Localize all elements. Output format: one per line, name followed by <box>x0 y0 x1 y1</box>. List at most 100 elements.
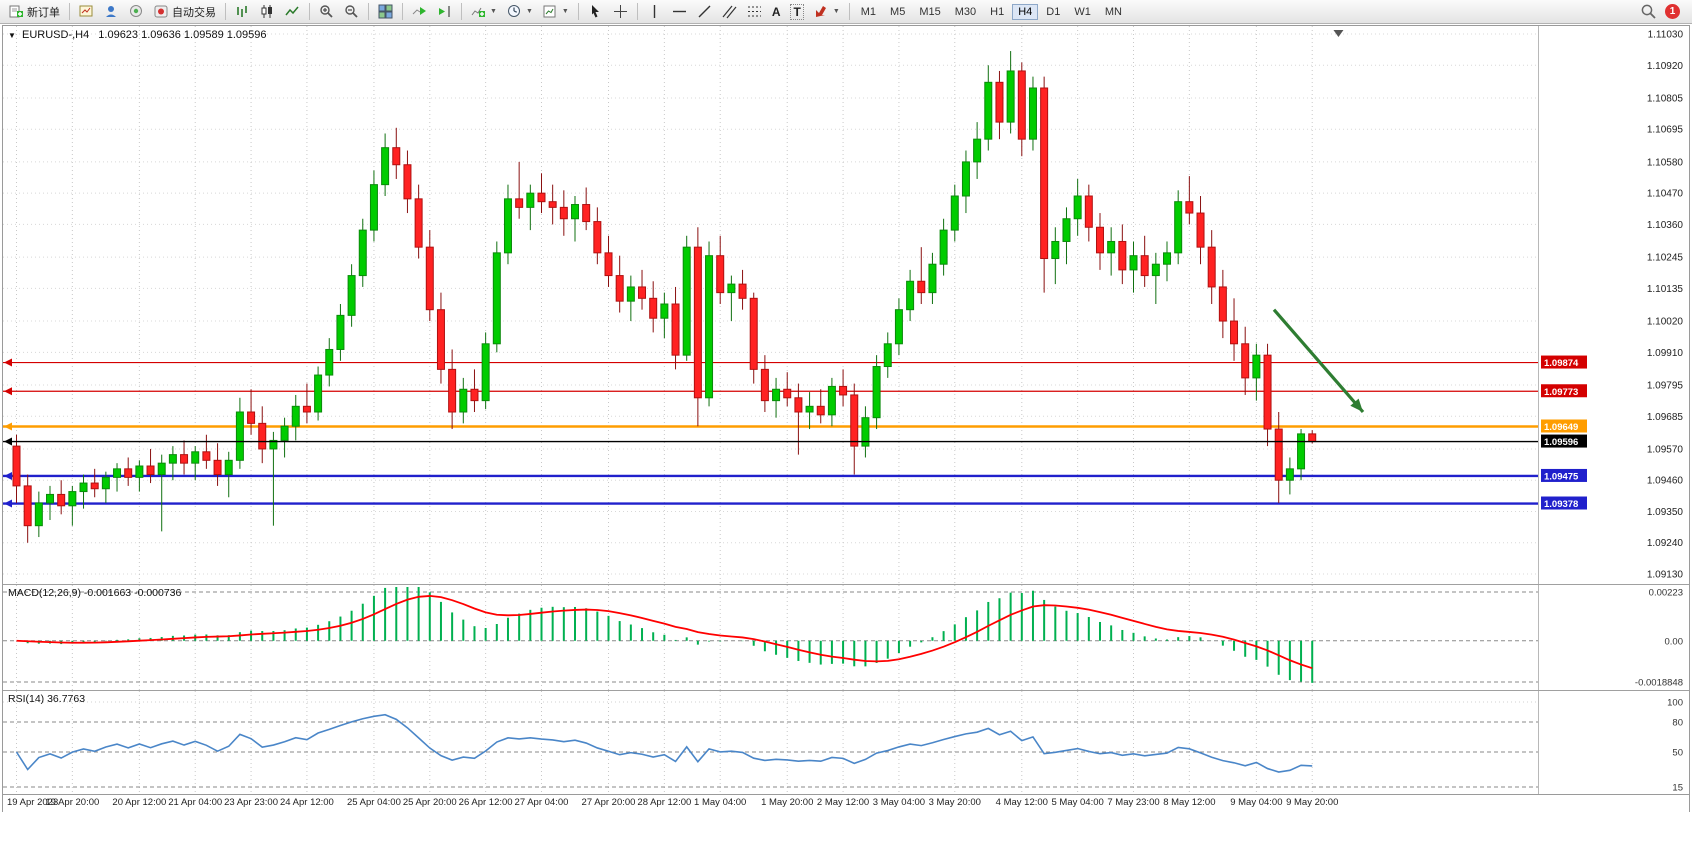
price-tick-label: 1.10135 <box>1647 284 1684 295</box>
bar-chart-button[interactable] <box>231 2 254 22</box>
indicators-icon <box>471 4 486 19</box>
arrow-shapes-icon <box>814 4 829 19</box>
svg-text:1.09378: 1.09378 <box>1544 499 1578 510</box>
svg-text:1.09475: 1.09475 <box>1544 471 1579 482</box>
profiles-button[interactable] <box>100 2 123 22</box>
toolbar-separator <box>402 3 403 20</box>
macd-tick-label: -0.0018848 <box>1635 678 1683 689</box>
chart-shift-button[interactable] <box>433 2 456 22</box>
symbol-period-label: EURUSD-,H4 <box>21 29 90 41</box>
line-chart-button[interactable] <box>281 2 304 22</box>
price-chart-canvas[interactable]: 1.09874 1.09773 1.09649 1.09475 1.09378 1.095… <box>3 26 1689 584</box>
rsi-tick-label: 80 <box>1672 718 1683 729</box>
rsi-tick-label: 100 <box>1667 698 1683 709</box>
trendline-icon <box>697 4 712 19</box>
timeframe-button-w1[interactable]: W1 <box>1074 5 1091 18</box>
svg-text:1.09773: 1.09773 <box>1544 387 1578 398</box>
time-label: 25 Apr 20:00 <box>402 797 457 808</box>
price-tick-label: 1.09795 <box>1647 381 1684 392</box>
price-chart-pane[interactable]: ▼ EURUSD-,H4 1.09623 1.09636 1.09589 1.0… <box>3 26 1689 584</box>
auto-scroll-icon <box>412 4 427 19</box>
rsi-pane[interactable]: RSI(14) 36.7763 100 80 50 15 <box>3 690 1689 794</box>
time-label: 26 Apr 12:00 <box>458 797 513 808</box>
channel-tool-button[interactable] <box>718 2 741 22</box>
periods-button[interactable]: ▼ <box>503 2 537 22</box>
dropdown-arrow-icon: ▼ <box>832 8 840 15</box>
trendline-tool-button[interactable] <box>693 2 716 22</box>
timeframe-button-m1[interactable]: M1 <box>860 5 877 18</box>
chart-window-eurusd: ▼ EURUSD-,H4 1.09623 1.09636 1.09589 1.0… <box>2 25 1690 812</box>
time-label: 28 Apr 12:00 <box>637 797 692 808</box>
svg-text:1.09596: 1.09596 <box>1544 437 1578 448</box>
rsi-tick-label: 15 <box>1672 783 1683 794</box>
price-tick-label: 1.09570 <box>1647 444 1684 455</box>
new-order-button[interactable]: 新订单 <box>5 2 64 22</box>
timeframe-button-h1[interactable]: H1 <box>990 5 1005 18</box>
timeframe-button-mn[interactable]: MN <box>1104 5 1122 18</box>
time-label: 27 Apr 20:00 <box>581 797 636 808</box>
tile-windows-button[interactable] <box>374 2 397 22</box>
metaeditor-icon <box>129 4 144 19</box>
fibonacci-tool-button[interactable] <box>743 2 766 22</box>
bar-chart-icon <box>235 4 250 19</box>
search-icon[interactable] <box>1640 3 1657 20</box>
timeframe-button-h4[interactable]: H4 <box>1012 3 1039 20</box>
time-label: 21 Apr 04:00 <box>168 797 223 808</box>
price-tick-label: 1.10695 <box>1647 125 1684 136</box>
timeframe-button-m5[interactable]: M5 <box>890 5 906 18</box>
crosshair-button[interactable] <box>609 2 632 22</box>
time-label: 20 Apr 12:00 <box>112 797 167 808</box>
time-label: 3 May 20:00 <box>928 797 981 808</box>
time-label: 27 Apr 04:00 <box>514 797 569 808</box>
macd-pane[interactable]: MACD(12,26,9) -0.001663 -0.000736 0.0022… <box>3 584 1689 690</box>
templates-button[interactable]: ▼ <box>539 2 573 22</box>
one-click-expand-icon[interactable]: ▼ <box>8 31 16 40</box>
main-toolbar: 新订单 自动交易 <box>0 0 1692 24</box>
text-tool-button[interactable]: A <box>768 2 785 22</box>
chart-header: ▼ EURUSD-,H4 1.09623 1.09636 1.09589 1.0… <box>8 29 267 41</box>
ohlc-values: 1.09623 1.09636 1.09589 1.09596 <box>98 29 267 41</box>
toolbar-separator <box>461 3 462 20</box>
arrows-tool-button[interactable]: ▼ <box>810 2 844 22</box>
timeframe-button-m15[interactable]: M15 <box>919 5 941 18</box>
notification-badge[interactable]: 1 <box>1665 4 1680 19</box>
time-label: 1 May 20:00 <box>761 797 814 808</box>
text-label-tool-button[interactable]: T <box>786 2 807 22</box>
price-tick-label: 1.11030 <box>1648 30 1684 41</box>
time-label: 19 Apr 20:00 <box>45 797 100 808</box>
toolbar-separator <box>848 3 850 20</box>
price-tick-label: 1.10360 <box>1647 220 1684 231</box>
horizontal-line-tool-button[interactable] <box>668 2 691 22</box>
price-tick-label: 1.09130 <box>1647 570 1684 581</box>
indicators-button[interactable]: ▼ <box>467 2 501 22</box>
horizontal-line-icon <box>672 4 687 19</box>
zoom-out-button[interactable] <box>340 2 363 22</box>
time-axis[interactable]: 19 Apr 2023 19 Apr 20:00 20 Apr 12:00 21 Ap… <box>3 794 1689 812</box>
auto-scroll-button[interactable] <box>408 2 431 22</box>
line-chart-icon <box>285 4 300 19</box>
time-label: 9 May 20:00 <box>1286 797 1339 808</box>
cursor-button[interactable] <box>584 2 607 22</box>
price-tick-label: 1.10020 <box>1647 317 1684 328</box>
price-tick-label: 1.09685 <box>1647 412 1684 423</box>
macd-canvas[interactable]: 0.00223 0.00 -0.0018848 <box>3 585 1689 690</box>
zoom-in-button[interactable] <box>315 2 338 22</box>
metaeditor-button[interactable] <box>125 2 148 22</box>
crosshair-icon <box>613 4 628 19</box>
dropdown-arrow-icon: ▼ <box>525 8 533 15</box>
rsi-canvas[interactable]: 100 80 50 15 <box>3 691 1689 794</box>
time-label: 25 Apr 04:00 <box>346 797 401 808</box>
toolbar-separator <box>225 3 226 20</box>
cursor-icon <box>588 4 603 19</box>
candlestick-chart-button[interactable] <box>256 2 279 22</box>
svg-text:1.09649: 1.09649 <box>1544 422 1578 433</box>
autotrading-button[interactable]: 自动交易 <box>150 2 220 22</box>
timeframe-button-m30[interactable]: M30 <box>954 5 977 18</box>
timeframe-button-d1[interactable]: D1 <box>1046 5 1061 18</box>
vertical-line-icon <box>647 4 662 19</box>
rsi-tick-label: 50 <box>1672 748 1683 759</box>
vertical-line-tool-button[interactable] <box>643 2 666 22</box>
chart-shift-marker <box>1333 30 1344 37</box>
price-tick-label: 1.09350 <box>1647 507 1684 518</box>
new-chart-button[interactable] <box>75 2 98 22</box>
